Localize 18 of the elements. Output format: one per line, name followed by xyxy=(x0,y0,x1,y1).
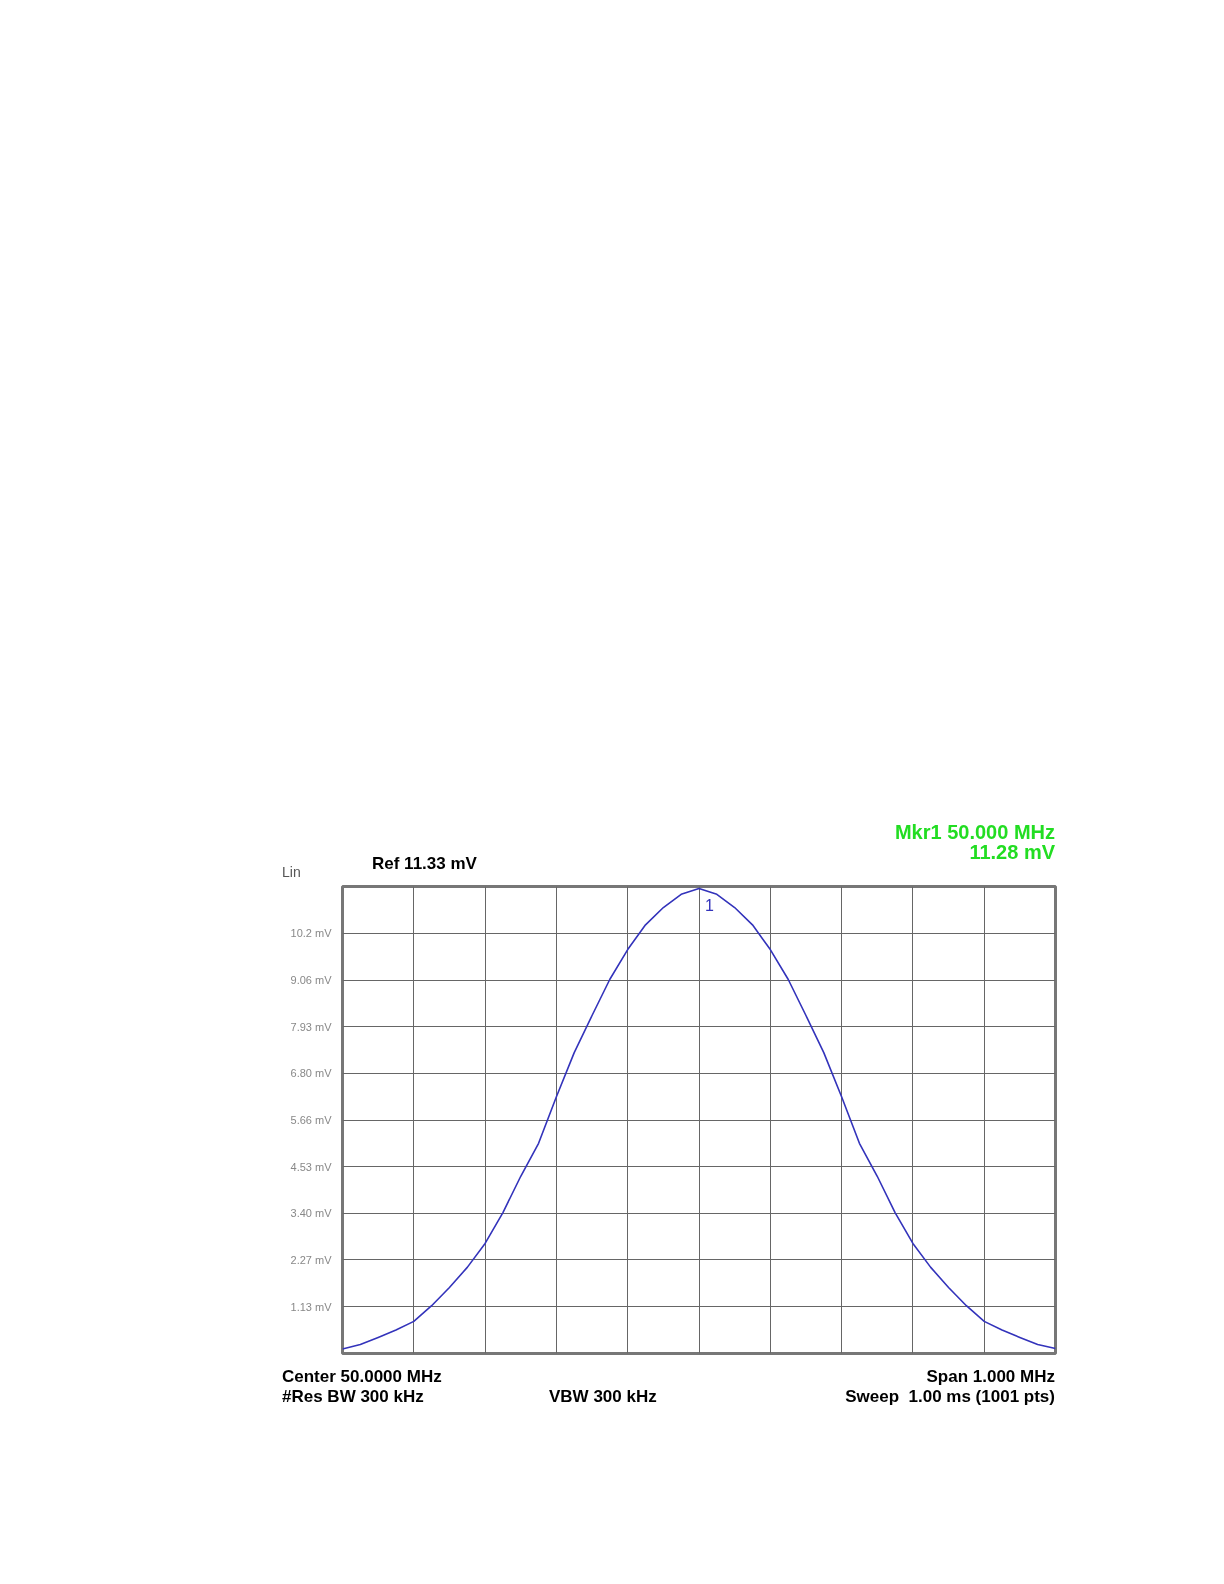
text: VBW 300 kHz xyxy=(549,1386,657,1408)
y-axis-title: Lin xyxy=(282,863,301,882)
y-tick-label: 7.93 mV xyxy=(290,1020,333,1033)
y-tick-label: 5.66 mV xyxy=(290,1114,333,1127)
text: Sweep 1.00 ms (1001 pts) xyxy=(845,1386,1055,1408)
text: Span 1.000 MHz xyxy=(926,1367,1055,1386)
y-tick-label: 1.13 mV xyxy=(290,1300,333,1313)
text: #Res BW 300 kHz xyxy=(282,1386,424,1408)
line-series xyxy=(342,887,1056,1350)
y-tick-label: 3.40 mV xyxy=(290,1207,333,1220)
y-tick-label: 2.27 mV xyxy=(290,1253,333,1266)
y-tick-label: 10.2 mV xyxy=(290,927,333,940)
text: Ref 11.33 mV xyxy=(372,853,477,875)
y-tick-label: 4.53 mV xyxy=(290,1160,333,1173)
y-tick-label: 9.06 mV xyxy=(290,974,333,987)
y-tick-label: 6.80 mV xyxy=(290,1067,333,1080)
annotation: 1 xyxy=(705,896,714,914)
text: Center 50.0000 MHz xyxy=(282,1367,442,1386)
